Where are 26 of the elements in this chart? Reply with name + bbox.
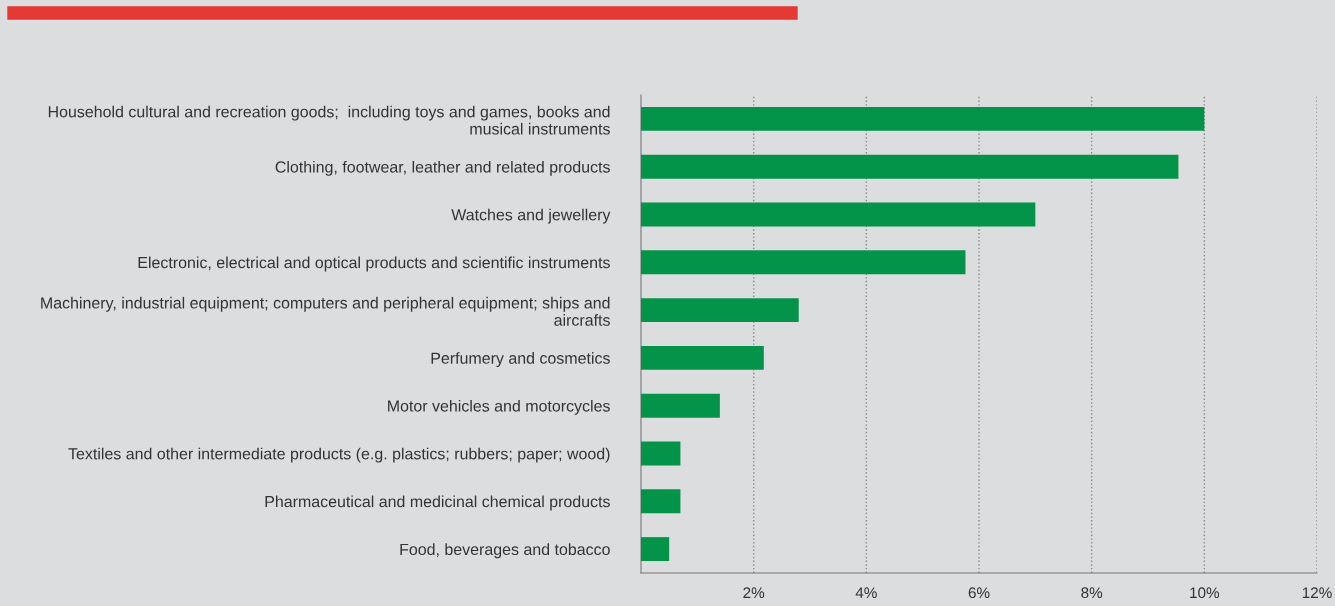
x-tick-label: 10% [1190,587,1220,599]
x-tick-label: 2% [743,587,765,599]
x-tick-label: 12% [1302,587,1332,599]
x-tick-label: 8% [1081,587,1103,599]
x-tick-label: 6% [968,587,990,599]
y-tick-label: Pharmaceutical and medicinal chemical products [265,495,610,511]
bar [641,154,1179,179]
x-tick-label: 4% [855,587,877,599]
bar [641,106,1205,131]
y-tick-label: Watches and jewellery [451,208,611,224]
bar [641,202,1036,227]
y-tick-label: Household cultural and recreation goods; including toys and games, books and musical instruments [48,105,610,135]
y-tick-label: Machinery, industrial equipment; computers and peripheral equipment; ships and aircrafts [41,296,610,326]
bar [641,250,966,275]
y-tick-label: Motor vehicles and motorcycles [388,399,610,415]
y-tick-label: Clothing, footwear, leather and related products [275,160,610,176]
y-tick-label: Perfumery and cosmetics [431,352,610,367]
bar [641,298,799,323]
y-tick-label: Electronic, electrical and optical products and scientific instruments [138,256,610,272]
bar [641,345,764,370]
bar [641,393,720,418]
bar [641,489,681,514]
bar [641,441,681,466]
bar [641,537,670,562]
y-tick-label: Textiles and other intermediate products (e.g. plastics; rubbers; paper; wood) [68,447,610,463]
y-tick-label: Food, beverages and tobacco [400,543,610,559]
